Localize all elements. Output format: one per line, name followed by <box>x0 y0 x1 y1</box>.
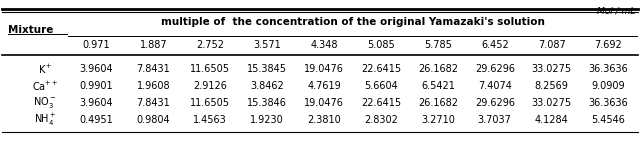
Text: 29.6296: 29.6296 <box>475 64 515 74</box>
Text: 2.3810: 2.3810 <box>307 115 341 125</box>
Text: 9.0909: 9.0909 <box>592 81 625 91</box>
Text: 3.571: 3.571 <box>253 40 281 50</box>
Text: 7.087: 7.087 <box>538 40 566 50</box>
Text: 6.5421: 6.5421 <box>421 81 455 91</box>
Text: 0.971: 0.971 <box>83 40 110 50</box>
Text: 7.692: 7.692 <box>595 40 623 50</box>
Text: 36.3636: 36.3636 <box>589 64 628 74</box>
Text: 0.9804: 0.9804 <box>136 115 170 125</box>
Text: 3.2710: 3.2710 <box>421 115 455 125</box>
Text: 2.9126: 2.9126 <box>193 81 227 91</box>
Text: 7.8431: 7.8431 <box>136 64 170 74</box>
Text: 7.4074: 7.4074 <box>478 81 512 91</box>
Text: 3.9604: 3.9604 <box>79 98 113 108</box>
Text: 33.0275: 33.0275 <box>532 98 572 108</box>
Text: multiple of  the concentration of the original Yamazaki's solution: multiple of the concentration of the ori… <box>161 17 545 27</box>
Text: 5.6604: 5.6604 <box>364 81 398 91</box>
Text: 5.785: 5.785 <box>424 40 452 50</box>
Text: 2.8302: 2.8302 <box>364 115 398 125</box>
Text: 8.2569: 8.2569 <box>534 81 568 91</box>
Text: 7.8431: 7.8431 <box>136 98 170 108</box>
Text: 3.7037: 3.7037 <box>478 115 512 125</box>
Text: 26.1682: 26.1682 <box>418 64 458 74</box>
Text: 0.9901: 0.9901 <box>79 81 113 91</box>
Text: Mixture: Mixture <box>8 25 53 35</box>
Text: 6.452: 6.452 <box>481 40 509 50</box>
Text: Mol / mL: Mol / mL <box>596 7 635 16</box>
Text: 1.887: 1.887 <box>140 40 167 50</box>
Text: Ca$^{++}$: Ca$^{++}$ <box>31 80 58 92</box>
Text: 19.0476: 19.0476 <box>304 64 344 74</box>
Text: 4.1284: 4.1284 <box>535 115 568 125</box>
Text: 15.3845: 15.3845 <box>247 64 287 74</box>
Text: 1.4563: 1.4563 <box>193 115 227 125</box>
Text: 4.348: 4.348 <box>310 40 338 50</box>
Text: 3.8462: 3.8462 <box>250 81 284 91</box>
Text: 36.3636: 36.3636 <box>589 98 628 108</box>
Text: 11.6505: 11.6505 <box>190 98 230 108</box>
Text: 22.6415: 22.6415 <box>361 64 401 74</box>
Text: 15.3846: 15.3846 <box>247 98 287 108</box>
Text: 0.4951: 0.4951 <box>79 115 113 125</box>
Text: NH$_4^+$: NH$_4^+$ <box>34 112 56 128</box>
Text: 5.085: 5.085 <box>367 40 395 50</box>
Text: NO$_3^-$: NO$_3^-$ <box>33 96 57 111</box>
Text: 29.6296: 29.6296 <box>475 98 515 108</box>
Text: 19.0476: 19.0476 <box>304 98 344 108</box>
Text: 3.9604: 3.9604 <box>79 64 113 74</box>
Text: 5.4546: 5.4546 <box>591 115 625 125</box>
Text: 4.7619: 4.7619 <box>307 81 341 91</box>
Text: 1.9230: 1.9230 <box>250 115 284 125</box>
Text: K$^+$: K$^+$ <box>38 62 52 76</box>
Text: 2.752: 2.752 <box>196 40 224 50</box>
Text: 33.0275: 33.0275 <box>532 64 572 74</box>
Text: 1.9608: 1.9608 <box>136 81 170 91</box>
Text: 22.6415: 22.6415 <box>361 98 401 108</box>
Text: 26.1682: 26.1682 <box>418 98 458 108</box>
Text: 11.6505: 11.6505 <box>190 64 230 74</box>
